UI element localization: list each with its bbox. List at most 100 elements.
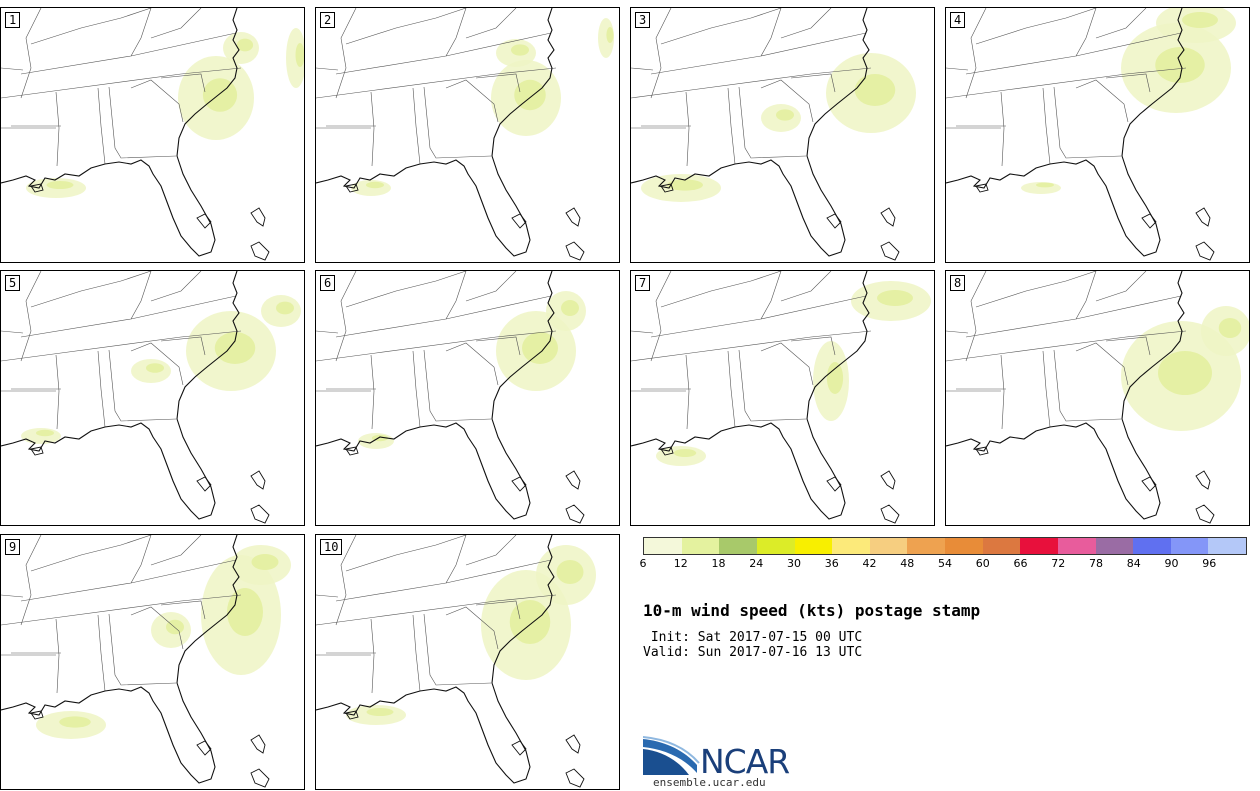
- logo-name: NCAR: [700, 742, 790, 781]
- state-border: [316, 330, 557, 362]
- wind-area-strong: [877, 290, 913, 306]
- colorbar-ticks: 6 12 18 24 30 36 42 48 54 60 66 72 78 84 90 96: [640, 557, 1247, 571]
- colorbar: [643, 537, 1247, 555]
- state-border: [445, 342, 499, 386]
- wind-area-strong: [556, 560, 584, 584]
- state-border: [30, 8, 152, 45]
- state-border: [150, 8, 202, 39]
- state-border: [631, 330, 872, 362]
- state-border: [760, 79, 814, 123]
- state-border: [790, 336, 836, 356]
- state-border: [445, 79, 499, 123]
- coastline: [1, 271, 240, 520]
- map-panel-1: 1: [0, 7, 305, 263]
- state-border: [1075, 79, 1129, 123]
- state-border: [316, 594, 557, 626]
- colorbar-swatch: [1095, 538, 1134, 554]
- state-border: [727, 87, 736, 165]
- wind-area-strong: [509, 600, 551, 644]
- colorbar-swatch: [982, 538, 1021, 554]
- island: [30, 710, 44, 720]
- state-border: [790, 73, 836, 93]
- state-border: [946, 330, 969, 334]
- panel-number: 6: [320, 275, 336, 291]
- state-border: [780, 271, 832, 302]
- panel-number: 3: [635, 12, 651, 28]
- coastline: [316, 8, 555, 257]
- state-border: [150, 535, 202, 566]
- colorbar-swatch: [1208, 538, 1246, 554]
- colorbar-tick-label: 48: [900, 557, 915, 570]
- valid-time: Valid: Sun 2017-07-16 13 UTC: [643, 645, 863, 660]
- state-border: [650, 32, 867, 75]
- state-border: [965, 8, 987, 99]
- map-5: [1, 271, 301, 524]
- state-border: [445, 271, 467, 320]
- island: [1141, 476, 1157, 492]
- state-border: [1095, 8, 1147, 39]
- state-border: [975, 8, 1097, 45]
- colorbar-tick-label: 90: [1164, 557, 1179, 570]
- colorbar-swatch: [1020, 538, 1058, 554]
- wind-area-strong: [826, 362, 844, 394]
- colorbar-swatch: [832, 538, 870, 554]
- colorbar-tick-label: 18: [711, 557, 726, 570]
- island: [1195, 504, 1215, 524]
- state-border: [946, 67, 969, 71]
- wind-area-strong: [236, 38, 254, 52]
- state-border: [130, 606, 184, 650]
- state-border: [130, 79, 184, 123]
- colorbar-tick-label: 84: [1126, 557, 1141, 570]
- state-border: [55, 354, 60, 430]
- map-panel-7: 7: [630, 270, 935, 526]
- colorbar-swatch: [907, 538, 945, 554]
- panel-number: 5: [5, 275, 21, 291]
- state-border: [370, 91, 375, 167]
- wind-area-strong: [1158, 351, 1212, 395]
- state-border: [1, 67, 242, 99]
- ncar-logo-icon: [643, 736, 700, 775]
- panel-number: 8: [950, 275, 966, 291]
- island: [511, 476, 527, 492]
- state-border: [1, 594, 24, 598]
- wind-area-strong: [202, 78, 238, 112]
- coastline: [1, 8, 240, 257]
- map-panel-4: 4: [945, 7, 1250, 263]
- colorbar-swatch: [719, 538, 757, 554]
- colorbar-swatch: [1133, 538, 1171, 554]
- state-border: [975, 271, 1097, 308]
- wind-area-strong: [511, 44, 529, 56]
- wind-area-strong: [36, 429, 54, 437]
- island: [826, 213, 842, 229]
- state-border: [412, 350, 421, 428]
- wind-area-strong: [606, 27, 614, 43]
- state-border: [412, 87, 421, 165]
- panel-number: 10: [320, 539, 343, 555]
- coastline: [946, 8, 1185, 257]
- wind-area-strong: [514, 79, 546, 111]
- island: [880, 470, 896, 490]
- map-7: [631, 271, 931, 524]
- island: [345, 710, 359, 720]
- wind-area: [286, 28, 304, 88]
- map-panel-5: 5: [0, 270, 305, 526]
- colorbar-tick-label: 60: [975, 557, 990, 570]
- state-border: [370, 354, 375, 430]
- wind-area-strong: [1155, 47, 1205, 83]
- island: [565, 768, 585, 788]
- island: [880, 504, 900, 524]
- island: [250, 241, 270, 261]
- colorbar-tick-label: 72: [1051, 557, 1066, 570]
- island: [565, 504, 585, 524]
- panel-number: 1: [5, 12, 21, 28]
- coastline: [316, 271, 555, 520]
- wind-area-strong: [214, 332, 256, 364]
- colorbar-swatch: [756, 538, 795, 554]
- coastline: [631, 8, 870, 257]
- map-panel-9: 9: [0, 534, 305, 790]
- colorbar-swatch: [1170, 538, 1209, 554]
- wind-area-strong: [776, 109, 794, 121]
- map-4: [946, 8, 1236, 261]
- state-border: [97, 614, 106, 692]
- wind-area-strong: [146, 363, 164, 373]
